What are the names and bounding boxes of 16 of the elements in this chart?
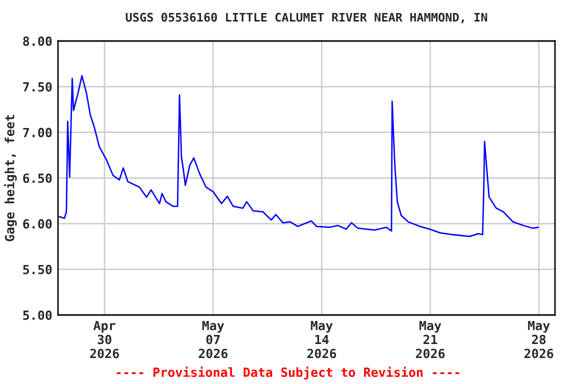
x-tick-label: May 21 2026	[416, 320, 445, 358]
x-tick-label: Apr 30 2026	[90, 320, 119, 358]
chart-title: USGS 05536160 LITTLE CALUMET RIVER NEAR HAMMOND, IN	[126, 12, 488, 24]
y-tick-label: 6.50	[23, 173, 52, 183]
y-tick-label: 5.50	[23, 264, 52, 274]
x-tick-label: May 14 2026	[307, 320, 336, 358]
y-axis-title: Gage height, feet	[4, 115, 17, 242]
y-tick-label: 7.00	[23, 128, 52, 138]
text: ---- Provisional Data Subject to Revision ----	[116, 366, 460, 380]
line-series	[58, 75, 539, 238]
y-tick-label: 8.00	[23, 36, 52, 46]
x-tick-label: May 28 2026	[524, 320, 554, 358]
y-tick-label: 6.00	[23, 219, 52, 229]
y-tick-label: 7.50	[23, 82, 52, 92]
x-tick-label: May 07 2026	[198, 320, 228, 358]
y-tick-label: 5.00	[23, 310, 52, 320]
